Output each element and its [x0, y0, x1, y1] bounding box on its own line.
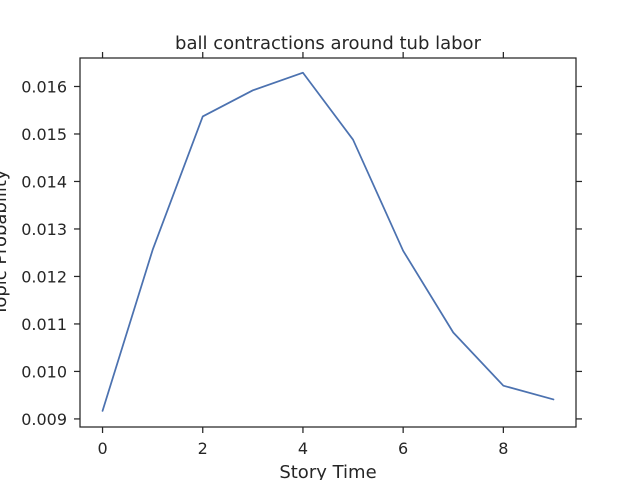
series-line [101, 71, 555, 412]
y-tick-label: 0.016 [21, 77, 67, 96]
x-tick-label: 2 [198, 439, 208, 458]
series-layer [101, 71, 555, 412]
y-tick-label: 0.014 [21, 172, 67, 191]
x-tick-label: 6 [398, 439, 408, 458]
plot-frame [79, 57, 577, 428]
x-tick-label: 0 [97, 439, 107, 458]
ticks-layer: 0 2 4 6 8 0.009 0.010 0.011 0.012 0.013 0.014 0.015… [21, 52, 582, 458]
x-tick-label: 8 [498, 439, 508, 458]
x-tick-label: 4 [298, 439, 308, 458]
x-axis-label: Story Time [279, 462, 376, 480]
y-tick-label: 0.013 [21, 220, 67, 239]
y-tick-label: 0.015 [21, 125, 67, 144]
chart-title: ball contractions around tub labor [175, 33, 482, 54]
y-tick-label: 0.012 [21, 267, 67, 286]
y-tick-label: 0.009 [21, 410, 67, 429]
y-tick-label: 0.011 [21, 315, 67, 334]
y-tick-label: 0.010 [21, 362, 67, 381]
y-axis-label: Topic Probability [0, 169, 11, 316]
